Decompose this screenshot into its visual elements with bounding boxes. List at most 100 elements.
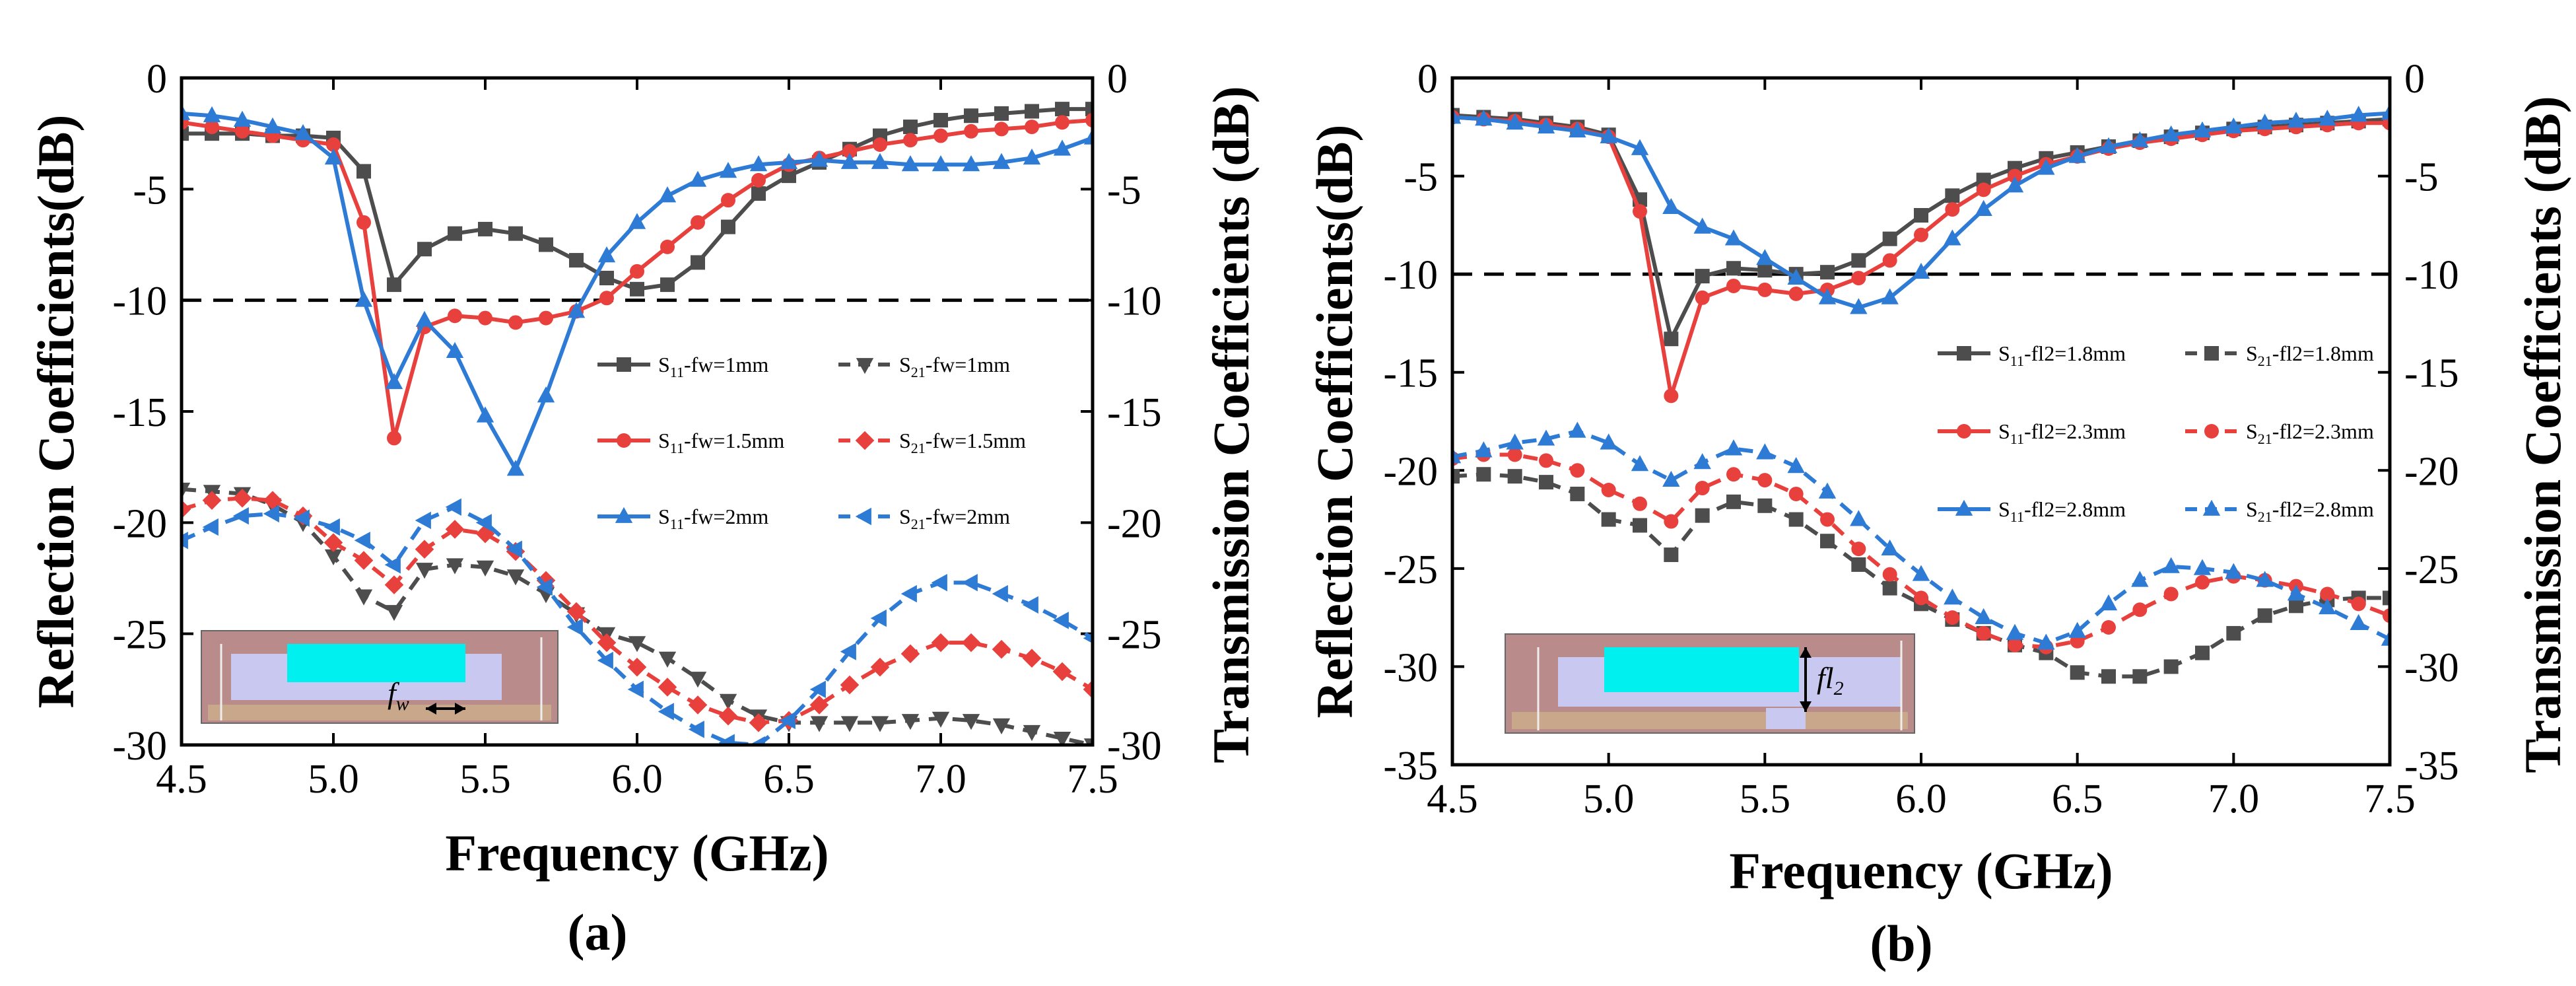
data-point	[1724, 229, 1743, 246]
data-point	[566, 602, 586, 621]
data-point	[2099, 594, 2118, 611]
data-point	[508, 315, 523, 330]
data-point	[2131, 131, 2149, 147]
data-point	[931, 574, 947, 592]
legend-label: S21-fl2=1.8mm	[2246, 341, 2374, 369]
data-point	[445, 520, 465, 539]
data-point	[2037, 158, 2055, 175]
data-point	[1756, 443, 1774, 460]
data-point	[1945, 202, 1960, 217]
data-point	[2101, 669, 2116, 684]
data-point	[1452, 108, 1462, 124]
data-point	[1695, 290, 1710, 305]
data-point	[599, 291, 614, 306]
inset-ground	[1512, 712, 1908, 729]
y-tick-label-left: -5	[133, 168, 167, 213]
legend-label-tail: -fw=1mm	[684, 353, 768, 376]
data-point	[384, 575, 404, 594]
plot-frame	[180, 76, 1095, 747]
data-point	[1820, 534, 1835, 549]
data-point	[597, 651, 613, 670]
legend-label: S21-fl2=2.3mm	[2246, 419, 2374, 447]
data-point	[931, 633, 951, 652]
legend-item: S21-fw=1mm	[838, 353, 1010, 380]
legend-item: S11-fl2=2.3mm	[1938, 419, 2126, 447]
data-point	[2320, 586, 2335, 602]
data-point	[1600, 433, 1617, 450]
data-point	[840, 675, 860, 695]
data-point	[1975, 199, 1992, 216]
data-point	[2037, 633, 2055, 650]
inset-structure-image: fw	[201, 630, 559, 724]
data-point	[1662, 470, 1680, 487]
data-point	[1851, 557, 1866, 572]
data-point	[1882, 231, 1897, 246]
data-point	[448, 226, 462, 241]
data-point	[2383, 608, 2390, 623]
data-point	[630, 281, 644, 297]
legend-label-tail: -fl2=1.8mm	[2024, 341, 2126, 365]
data-point	[901, 714, 920, 730]
data-point	[1539, 475, 1553, 490]
y-tick-label-right: -15	[2404, 351, 2459, 396]
data-point	[870, 609, 887, 627]
data-point	[2131, 571, 2149, 587]
legend-label-sub: 11	[670, 364, 684, 380]
data-point	[478, 310, 492, 326]
data-point	[597, 633, 617, 652]
x-tick-label: 5.0	[1583, 777, 1635, 822]
data-point	[992, 718, 1011, 734]
legend-swatch-marker	[617, 433, 631, 448]
data-point	[2381, 629, 2390, 646]
data-point	[1023, 148, 1041, 165]
data-point	[182, 126, 189, 141]
legend-label-main: S	[658, 353, 670, 376]
legend-item: S11-fw=1mm	[597, 353, 768, 380]
inset-patch	[287, 644, 465, 682]
data-point	[1914, 208, 1928, 223]
data-point	[992, 639, 1011, 659]
data-point	[840, 153, 859, 169]
legend-label-sub: 21	[911, 516, 926, 532]
y-tick-label-left: 0	[1417, 57, 1438, 102]
data-point	[751, 186, 766, 201]
data-point	[415, 540, 434, 559]
data-point	[232, 489, 252, 508]
legend-label-sub: 21	[2258, 353, 2272, 369]
data-point	[1976, 625, 1991, 641]
legend-label: S11-fl2=1.8mm	[1998, 341, 2126, 369]
data-point	[2226, 625, 2241, 641]
data-point	[2256, 571, 2274, 587]
data-point	[2383, 590, 2390, 606]
data-point	[1601, 483, 1616, 497]
data-point	[1788, 512, 1804, 527]
data-point	[506, 460, 525, 476]
data-point	[901, 155, 920, 172]
legend: S11-fl2=1.8mmS11-fl2=2.3mmS11-fl2=2.8mmS…	[1938, 341, 2374, 525]
legend-swatch-marker	[855, 507, 871, 526]
data-point	[2162, 125, 2180, 142]
data-point	[1818, 482, 1837, 499]
inset-label-sub: 2	[1834, 678, 1844, 699]
data-point	[599, 271, 614, 285]
data-point	[1570, 463, 1585, 478]
data-point	[718, 706, 738, 726]
legend-label-tail: -fw=1.5mm	[684, 429, 784, 452]
data-point	[536, 571, 556, 590]
y-tick-label-right: 0	[1107, 57, 1128, 102]
data-point	[415, 563, 434, 579]
data-point	[323, 518, 340, 536]
data-point	[1601, 512, 1616, 527]
data-point	[2225, 563, 2243, 579]
legend-label-sub: 21	[2258, 509, 2272, 525]
data-point	[1083, 128, 1093, 145]
data-point	[840, 716, 859, 732]
data-point	[810, 716, 829, 732]
data-point	[933, 112, 948, 127]
legend-label-main: S	[899, 353, 911, 376]
data-point	[446, 341, 464, 358]
data-point	[1724, 439, 1743, 456]
data-point	[508, 226, 523, 241]
legend-label-sub: 21	[2258, 431, 2272, 447]
